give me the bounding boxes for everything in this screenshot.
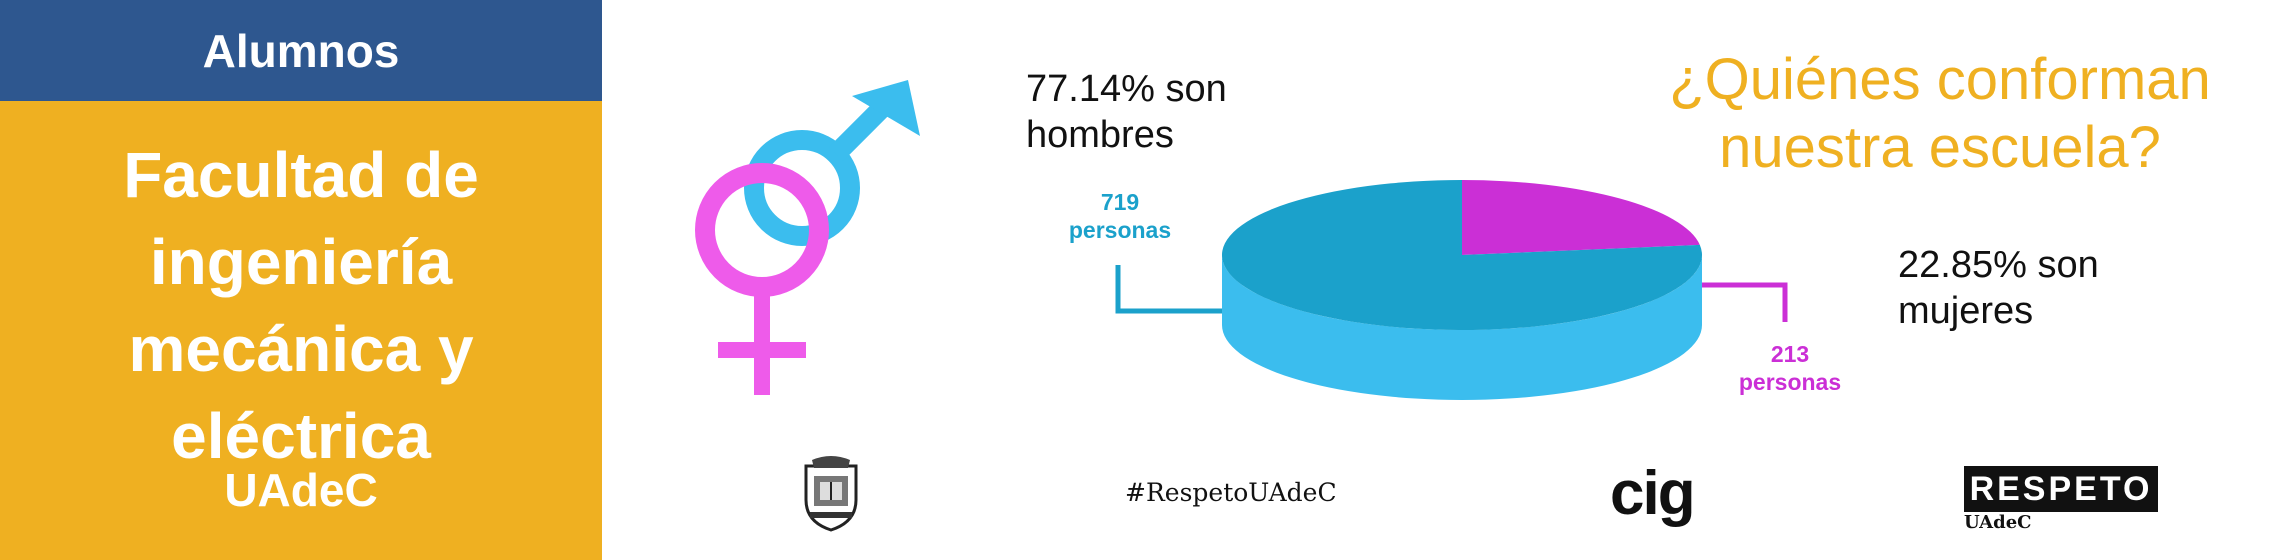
faculty-line: Facultad de: [123, 139, 479, 211]
men-leader-line: [1115, 265, 1222, 314]
faculty-line: eléctrica: [171, 400, 431, 472]
respeto-logo-text: RESPETO: [1969, 469, 2153, 508]
cig-logo-text: cig: [1610, 459, 1696, 528]
men-count-unit: personas: [1068, 217, 1172, 243]
question-line: ¿Quiénes conforman: [1669, 47, 2211, 112]
pie-side-wall: [1222, 255, 1702, 400]
respeto-logo: RESPETO: [1964, 466, 2158, 512]
men-percent-line: 77.14% son: [1026, 68, 1227, 110]
men-label-line: hombres: [1026, 114, 1174, 156]
university-name: UAdeC: [224, 464, 378, 516]
header-title: Alumnos: [202, 24, 400, 77]
crest-icon: [804, 456, 858, 532]
pie-slice-men: [1222, 180, 1703, 330]
faculty-line: mecánica y: [128, 313, 474, 385]
mars-icon: [744, 80, 920, 246]
chart-question: ¿Quiénes conforman nuestra escuela?: [1660, 46, 2220, 182]
men-count-value: 719: [1100, 189, 1140, 215]
faculty-line: ingeniería: [149, 226, 453, 298]
women-percent-text: 22.85% son mujeres: [1898, 242, 2099, 334]
header-band: Alumnos: [0, 0, 602, 101]
pie-slice-women: [1462, 180, 1700, 255]
question-line: nuestra escuela?: [1719, 115, 2161, 180]
cig-logo: cig: [1610, 458, 1696, 529]
men-percent-text: 77.14% son hombres: [1026, 66, 1227, 158]
men-count-label: 719 personas: [1060, 188, 1180, 244]
women-leader-line: [1702, 282, 1788, 322]
women-count-value: 213: [1770, 341, 1810, 367]
pie-chart: [1115, 180, 1788, 400]
faculty-name: Facultad de ingeniería mecánica y eléctr…: [20, 132, 582, 480]
women-count-unit: personas: [1738, 369, 1842, 395]
women-count-label: 213 personas: [1720, 340, 1860, 396]
women-percent-line: 22.85% son: [1898, 244, 2099, 286]
women-label-line: mujeres: [1898, 290, 2034, 332]
hashtag-text: #RespetoUAdeC: [1125, 478, 1337, 507]
respeto-subtitle: UAdeC: [1964, 512, 2032, 533]
venus-icon: [695, 163, 829, 395]
